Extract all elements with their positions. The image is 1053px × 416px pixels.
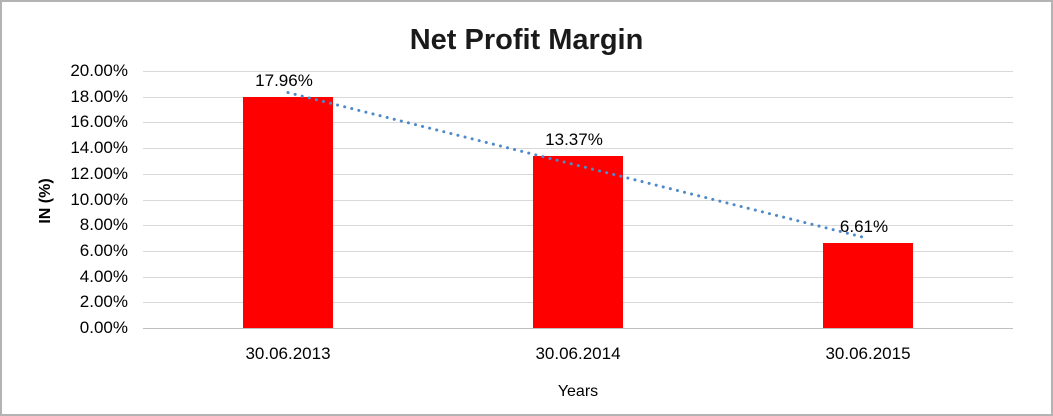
x-axis-tick-label: 30.06.2013 — [245, 344, 331, 363]
y-axis-tick-label: 18.00% — [70, 86, 128, 106]
x-axis-tick-label: 30.06.2015 — [825, 344, 911, 363]
bar-data-label: 17.96% — [255, 71, 313, 91]
bar-data-label: 13.37% — [545, 130, 603, 150]
y-axis-tick-label: 6.00% — [79, 240, 128, 260]
y-axis-tick-label: 0.00% — [79, 318, 128, 337]
x-axis-title: Years — [557, 383, 599, 400]
y-axis-tick-label: 4.00% — [79, 266, 128, 286]
x-axis-tick-label: 30.06.2014 — [535, 344, 621, 363]
y-axis-tick-label: 16.00% — [70, 112, 128, 132]
y-axis-tick-label: 10.00% — [70, 189, 128, 209]
chart-title: Net Profit Margin — [409, 24, 644, 56]
x-axis-line — [143, 328, 1013, 329]
gridline — [143, 71, 1013, 72]
bar-data-label: 6.61% — [839, 217, 889, 237]
y-axis-tick-label: 2.00% — [79, 292, 128, 312]
y-axis-tick-label: 12.00% — [70, 163, 128, 183]
bar — [243, 97, 333, 328]
y-axis-tick-label: 14.00% — [70, 138, 128, 158]
bar — [823, 243, 913, 328]
bar — [533, 156, 623, 328]
y-axis-tick-label: 20.00% — [70, 61, 128, 80]
y-axis-tick-label: 8.00% — [79, 215, 128, 235]
